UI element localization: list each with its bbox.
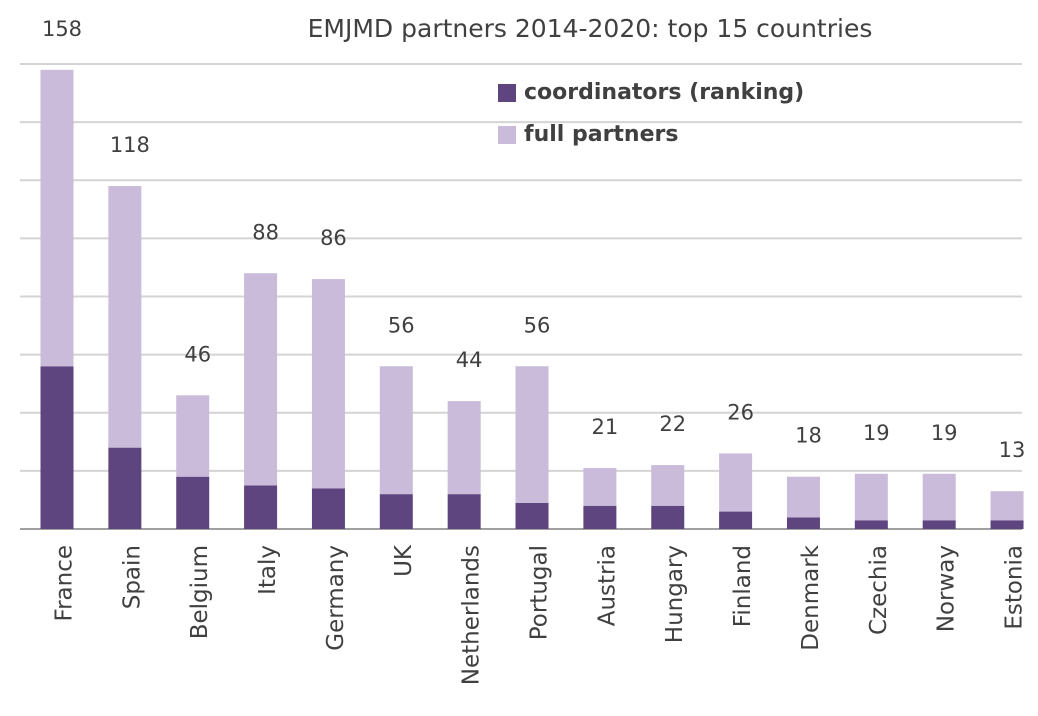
bar-segment — [651, 505, 685, 529]
bar-segment — [922, 473, 956, 521]
bar-segment — [786, 476, 820, 518]
total-label: 56 — [388, 313, 415, 337]
total-label: 13 — [999, 438, 1026, 462]
bar-segment — [719, 453, 753, 512]
total-label: 88 — [252, 220, 279, 244]
bar-segment — [244, 485, 278, 529]
total-label: 26 — [727, 400, 754, 424]
x-tick-label: Norway — [934, 545, 960, 632]
legend-swatch — [498, 126, 516, 144]
bar-segment — [990, 491, 1024, 521]
total-label: 56 — [524, 313, 551, 337]
bar-segment — [583, 505, 617, 529]
legend-swatch — [498, 84, 516, 102]
x-tick-label: Italy — [255, 545, 281, 595]
x-tick-label: Finland — [730, 545, 756, 627]
bar-segment — [990, 520, 1024, 529]
x-tick-label: France — [52, 545, 78, 621]
legend-label: coordinators (ranking) — [524, 80, 804, 105]
bar-segment — [244, 273, 278, 486]
bar-segment — [922, 520, 956, 529]
bar-segment — [854, 520, 888, 529]
x-tick-label: Czechia — [866, 545, 892, 635]
total-label: 118 — [110, 133, 150, 157]
x-tick-label: Portugal — [527, 545, 553, 640]
total-label: 19 — [863, 421, 890, 445]
x-tick-label: Belgium — [187, 545, 213, 639]
bar-segment — [447, 494, 481, 529]
bar-segment — [311, 279, 345, 489]
x-tick-label: Denmark — [798, 544, 824, 650]
bar-segment — [786, 517, 820, 529]
bar-segment — [40, 366, 74, 529]
x-tick-label: Austria — [594, 545, 620, 626]
bar-segment — [108, 186, 142, 448]
x-tick-label: Spain — [119, 545, 145, 609]
legend-label: full partners — [524, 122, 678, 147]
bar-segment — [379, 366, 413, 495]
x-tick-label: Germany — [323, 545, 349, 651]
total-label: 22 — [659, 412, 686, 436]
bar-segment — [108, 447, 142, 529]
total-label: 158 — [42, 17, 82, 41]
bar-segment — [719, 511, 753, 529]
total-label: 44 — [456, 348, 483, 372]
bar-segment — [176, 395, 210, 477]
bar-segment — [311, 488, 345, 529]
total-label: 86 — [320, 226, 347, 250]
total-label: 46 — [184, 342, 211, 366]
bar-segment — [379, 494, 413, 529]
bar-segment — [447, 401, 481, 495]
bar-segment — [40, 69, 74, 367]
total-label: 18 — [795, 424, 822, 448]
x-tick-label: Hungary — [662, 545, 688, 643]
bar-segment — [515, 366, 549, 503]
bar-segment — [515, 502, 549, 529]
bar-segment — [651, 465, 685, 506]
x-tick-label: Netherlands — [459, 545, 485, 685]
total-label: 21 — [592, 415, 619, 439]
x-tick-label: UK — [391, 544, 417, 577]
x-tick-label: Estonia — [1002, 545, 1028, 630]
bar-segment — [854, 473, 888, 521]
bar-segment — [176, 476, 210, 529]
chart-title: EMJMD partners 2014-2020: top 15 countri… — [308, 14, 873, 43]
total-label: 19 — [931, 421, 958, 445]
bar-segment — [583, 467, 617, 506]
